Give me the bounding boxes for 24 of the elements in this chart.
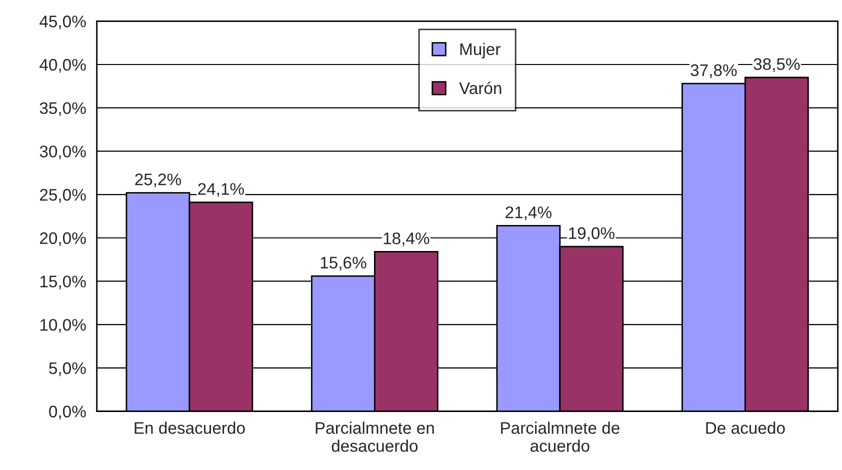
y-tick-label: 25,0% xyxy=(40,188,86,203)
y-tick-label: 0,0% xyxy=(49,406,86,420)
x-tick-label: Parcialmnete de acuerdo xyxy=(501,422,620,452)
data-label: 18,4% xyxy=(384,232,430,246)
y-tick-label: 10,0% xyxy=(40,318,86,333)
y-tick-label: 30,0% xyxy=(40,146,86,160)
data-label: 24,1% xyxy=(198,183,244,197)
x-tick-label: En desacuerdo xyxy=(134,422,245,434)
y-tick-label: 20,0% xyxy=(40,232,86,246)
data-label: 37,8% xyxy=(690,64,737,78)
data-label: 21,4% xyxy=(506,206,552,220)
data-label: 25,2% xyxy=(135,174,181,188)
legend-label: Varón xyxy=(459,82,502,94)
y-tick-label: 5,0% xyxy=(49,362,86,376)
y-tick-label: 45,0% xyxy=(40,16,86,30)
y-tick-label: 15,0% xyxy=(40,276,86,290)
legend-label: Mujer xyxy=(460,42,500,58)
data-label: 38,5% xyxy=(754,58,800,72)
x-tick-label: Parcialmnete en desacuerdo xyxy=(316,422,434,452)
y-tick-label: 40,0% xyxy=(40,58,86,73)
data-label: 15,6% xyxy=(320,256,366,271)
data-label: 19,0% xyxy=(569,227,614,242)
x-tick-label: De acuedo xyxy=(706,422,785,434)
y-tick-label: 35,0% xyxy=(40,102,86,116)
